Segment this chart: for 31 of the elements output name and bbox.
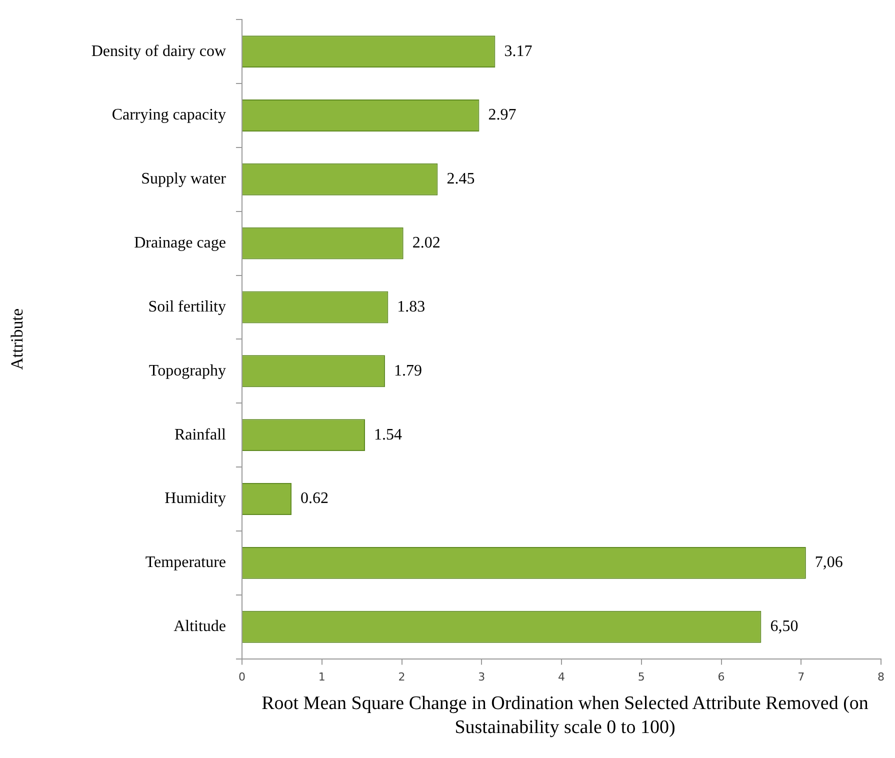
y-tick-label: Drainage cage <box>134 234 226 252</box>
x-tick-label: 3 <box>478 670 486 684</box>
data-label: 2.97 <box>488 106 516 124</box>
data-label: 2.45 <box>446 170 475 188</box>
x-tick-label: 4 <box>558 670 565 684</box>
x-tick-label: 7 <box>798 670 805 684</box>
y-tick-label: Humidity <box>164 490 226 508</box>
x-axis-title: Root Mean Square Change in Ordination when Selected Attribute Removed (on Sustainability scale 0 to 100) <box>260 692 870 740</box>
x-tick-label: 0 <box>238 670 246 684</box>
x-tick-label: 1 <box>318 670 326 684</box>
y-tick-label: Density of dairy cow <box>91 42 226 60</box>
x-tick-label: 8 <box>878 670 884 684</box>
y-tick-label: Rainfall <box>174 426 227 444</box>
data-label: 6,50 <box>770 618 798 636</box>
data-label: 2.02 <box>412 234 440 252</box>
x-tick-label: 5 <box>638 670 645 684</box>
y-tick-label: Topography <box>148 362 226 380</box>
data-label: 3.17 <box>504 42 532 60</box>
x-tick-label: 6 <box>718 670 725 684</box>
y-tick-label: Soil fertility <box>148 298 226 316</box>
y-tick-label: Carrying capacity <box>112 106 226 124</box>
data-label: 1.79 <box>394 362 422 380</box>
x-tick-label: 2 <box>398 670 406 684</box>
y-axis-title: Attribute <box>8 308 27 370</box>
y-tick-label: Temperature <box>145 554 226 572</box>
data-label: 0.62 <box>300 490 329 508</box>
y-tick-label: Supply water <box>141 170 227 188</box>
y-tick-label: Altitude <box>174 618 226 636</box>
data-label: 1.54 <box>374 426 402 444</box>
data-label: 7,06 <box>814 554 843 572</box>
data-label: 1.83 <box>397 298 426 316</box>
